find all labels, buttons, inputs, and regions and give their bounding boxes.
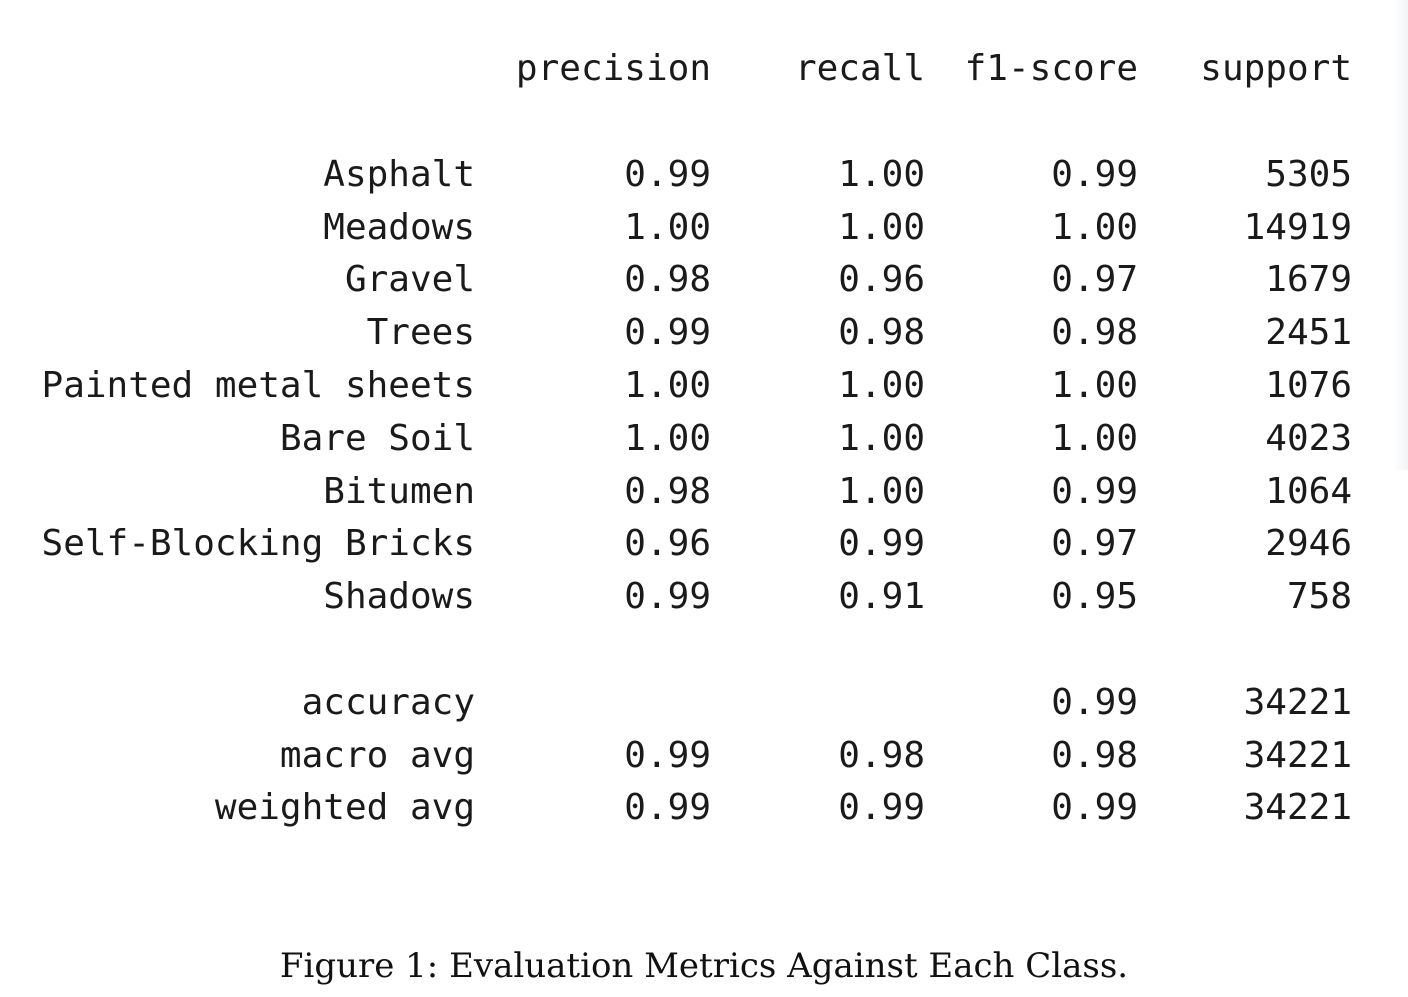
row-support: 4023 <box>1265 418 1352 459</box>
classification-report: precision recall f1-score support Asphal… <box>0 0 1408 834</box>
row-precision: 0.99 <box>624 154 711 195</box>
table-row: Bitumen 0.98 1.00 0.99 1064 <box>0 466 1408 518</box>
row-f1-score: 0.99 <box>1051 682 1138 723</box>
row-precision: 0.99 <box>624 787 711 828</box>
row-precision: 0.96 <box>624 523 711 564</box>
header-recall: recall <box>794 48 925 89</box>
row-support: 1076 <box>1265 365 1352 406</box>
table-row: Meadows 1.00 1.00 1.00 14919 <box>0 202 1408 254</box>
row-support: 758 <box>1286 576 1352 617</box>
row-recall: 0.99 <box>838 523 925 564</box>
row-label: weighted avg <box>214 787 475 828</box>
row-support: 34221 <box>1243 735 1352 776</box>
row-f1-score: 1.00 <box>1051 207 1138 248</box>
row-f1-score: 0.97 <box>1051 523 1138 564</box>
scroll-edge-shadow <box>1394 0 1408 470</box>
row-label: Trees <box>366 312 475 353</box>
row-precision: 0.98 <box>624 471 711 512</box>
row-f1-score: 0.99 <box>1051 787 1138 828</box>
row-label: Bitumen <box>323 471 475 512</box>
row-label: Self-Blocking Bricks <box>41 523 475 564</box>
row-label: Bare Soil <box>279 418 475 459</box>
row-recall: 1.00 <box>838 154 925 195</box>
row-precision: 1.00 <box>624 207 711 248</box>
row-recall: 1.00 <box>838 418 925 459</box>
header-precision: precision <box>515 48 711 89</box>
row-recall: 0.96 <box>838 259 925 300</box>
row-f1-score: 0.99 <box>1051 471 1138 512</box>
header-row: precision recall f1-score support <box>0 43 1408 95</box>
row-f1-score: 0.99 <box>1051 154 1138 195</box>
row-support: 34221 <box>1243 682 1352 723</box>
row-label: macro avg <box>279 735 475 776</box>
row-label: accuracy <box>301 682 475 723</box>
row-support: 5305 <box>1265 154 1352 195</box>
row-label: Gravel <box>344 259 475 300</box>
table-row: Self-Blocking Bricks 0.96 0.99 0.97 2946 <box>0 518 1408 570</box>
row-recall: 1.00 <box>838 471 925 512</box>
row-recall: 0.91 <box>838 576 925 617</box>
row-f1-score: 1.00 <box>1051 365 1138 406</box>
row-label: Asphalt <box>323 154 475 195</box>
row-recall: 1.00 <box>838 207 925 248</box>
row-precision: 1.00 <box>624 365 711 406</box>
row-support: 14919 <box>1243 207 1352 248</box>
row-f1-score: 1.00 <box>1051 418 1138 459</box>
row-precision: 0.98 <box>624 259 711 300</box>
row-support: 34221 <box>1243 787 1352 828</box>
summary-row-weighted-avg: weighted avg 0.99 0.99 0.99 34221 <box>0 782 1408 834</box>
table-row: Trees 0.99 0.98 0.98 2451 <box>0 307 1408 359</box>
figure-caption: Figure 1: Evaluation Metrics Against Eac… <box>279 946 1129 986</box>
row-label: Painted metal sheets <box>41 365 475 406</box>
row-support: 2451 <box>1265 312 1352 353</box>
table-row: Bare Soil 1.00 1.00 1.00 4023 <box>0 413 1408 465</box>
table-row: Gravel 0.98 0.96 0.97 1679 <box>0 254 1408 306</box>
row-precision: 1.00 <box>624 418 711 459</box>
row-recall: 0.98 <box>838 312 925 353</box>
header-f1-score: f1-score <box>964 48 1138 89</box>
table-row: Asphalt 0.99 1.00 0.99 5305 <box>0 149 1408 201</box>
table-row: Shadows 0.99 0.91 0.95 758 <box>0 571 1408 623</box>
row-f1-score: 0.97 <box>1051 259 1138 300</box>
row-support: 1679 <box>1265 259 1352 300</box>
table-row: Painted metal sheets 1.00 1.00 1.00 1076 <box>0 360 1408 412</box>
row-precision: 0.99 <box>624 312 711 353</box>
row-f1-score: 0.98 <box>1051 735 1138 776</box>
row-recall: 1.00 <box>838 365 925 406</box>
row-precision: 0.99 <box>624 735 711 776</box>
header-support: support <box>1200 48 1352 89</box>
summary-row-accuracy: accuracy 0.99 34221 <box>0 677 1408 729</box>
row-label: Meadows <box>323 207 475 248</box>
row-precision: 0.99 <box>624 576 711 617</box>
row-recall: 0.99 <box>838 787 925 828</box>
row-f1-score: 0.95 <box>1051 576 1138 617</box>
row-label: Shadows <box>323 576 475 617</box>
summary-row-macro-avg: macro avg 0.99 0.98 0.98 34221 <box>0 730 1408 782</box>
row-f1-score: 0.98 <box>1051 312 1138 353</box>
row-support: 2946 <box>1265 523 1352 564</box>
row-recall: 0.98 <box>838 735 925 776</box>
row-support: 1064 <box>1265 471 1352 512</box>
